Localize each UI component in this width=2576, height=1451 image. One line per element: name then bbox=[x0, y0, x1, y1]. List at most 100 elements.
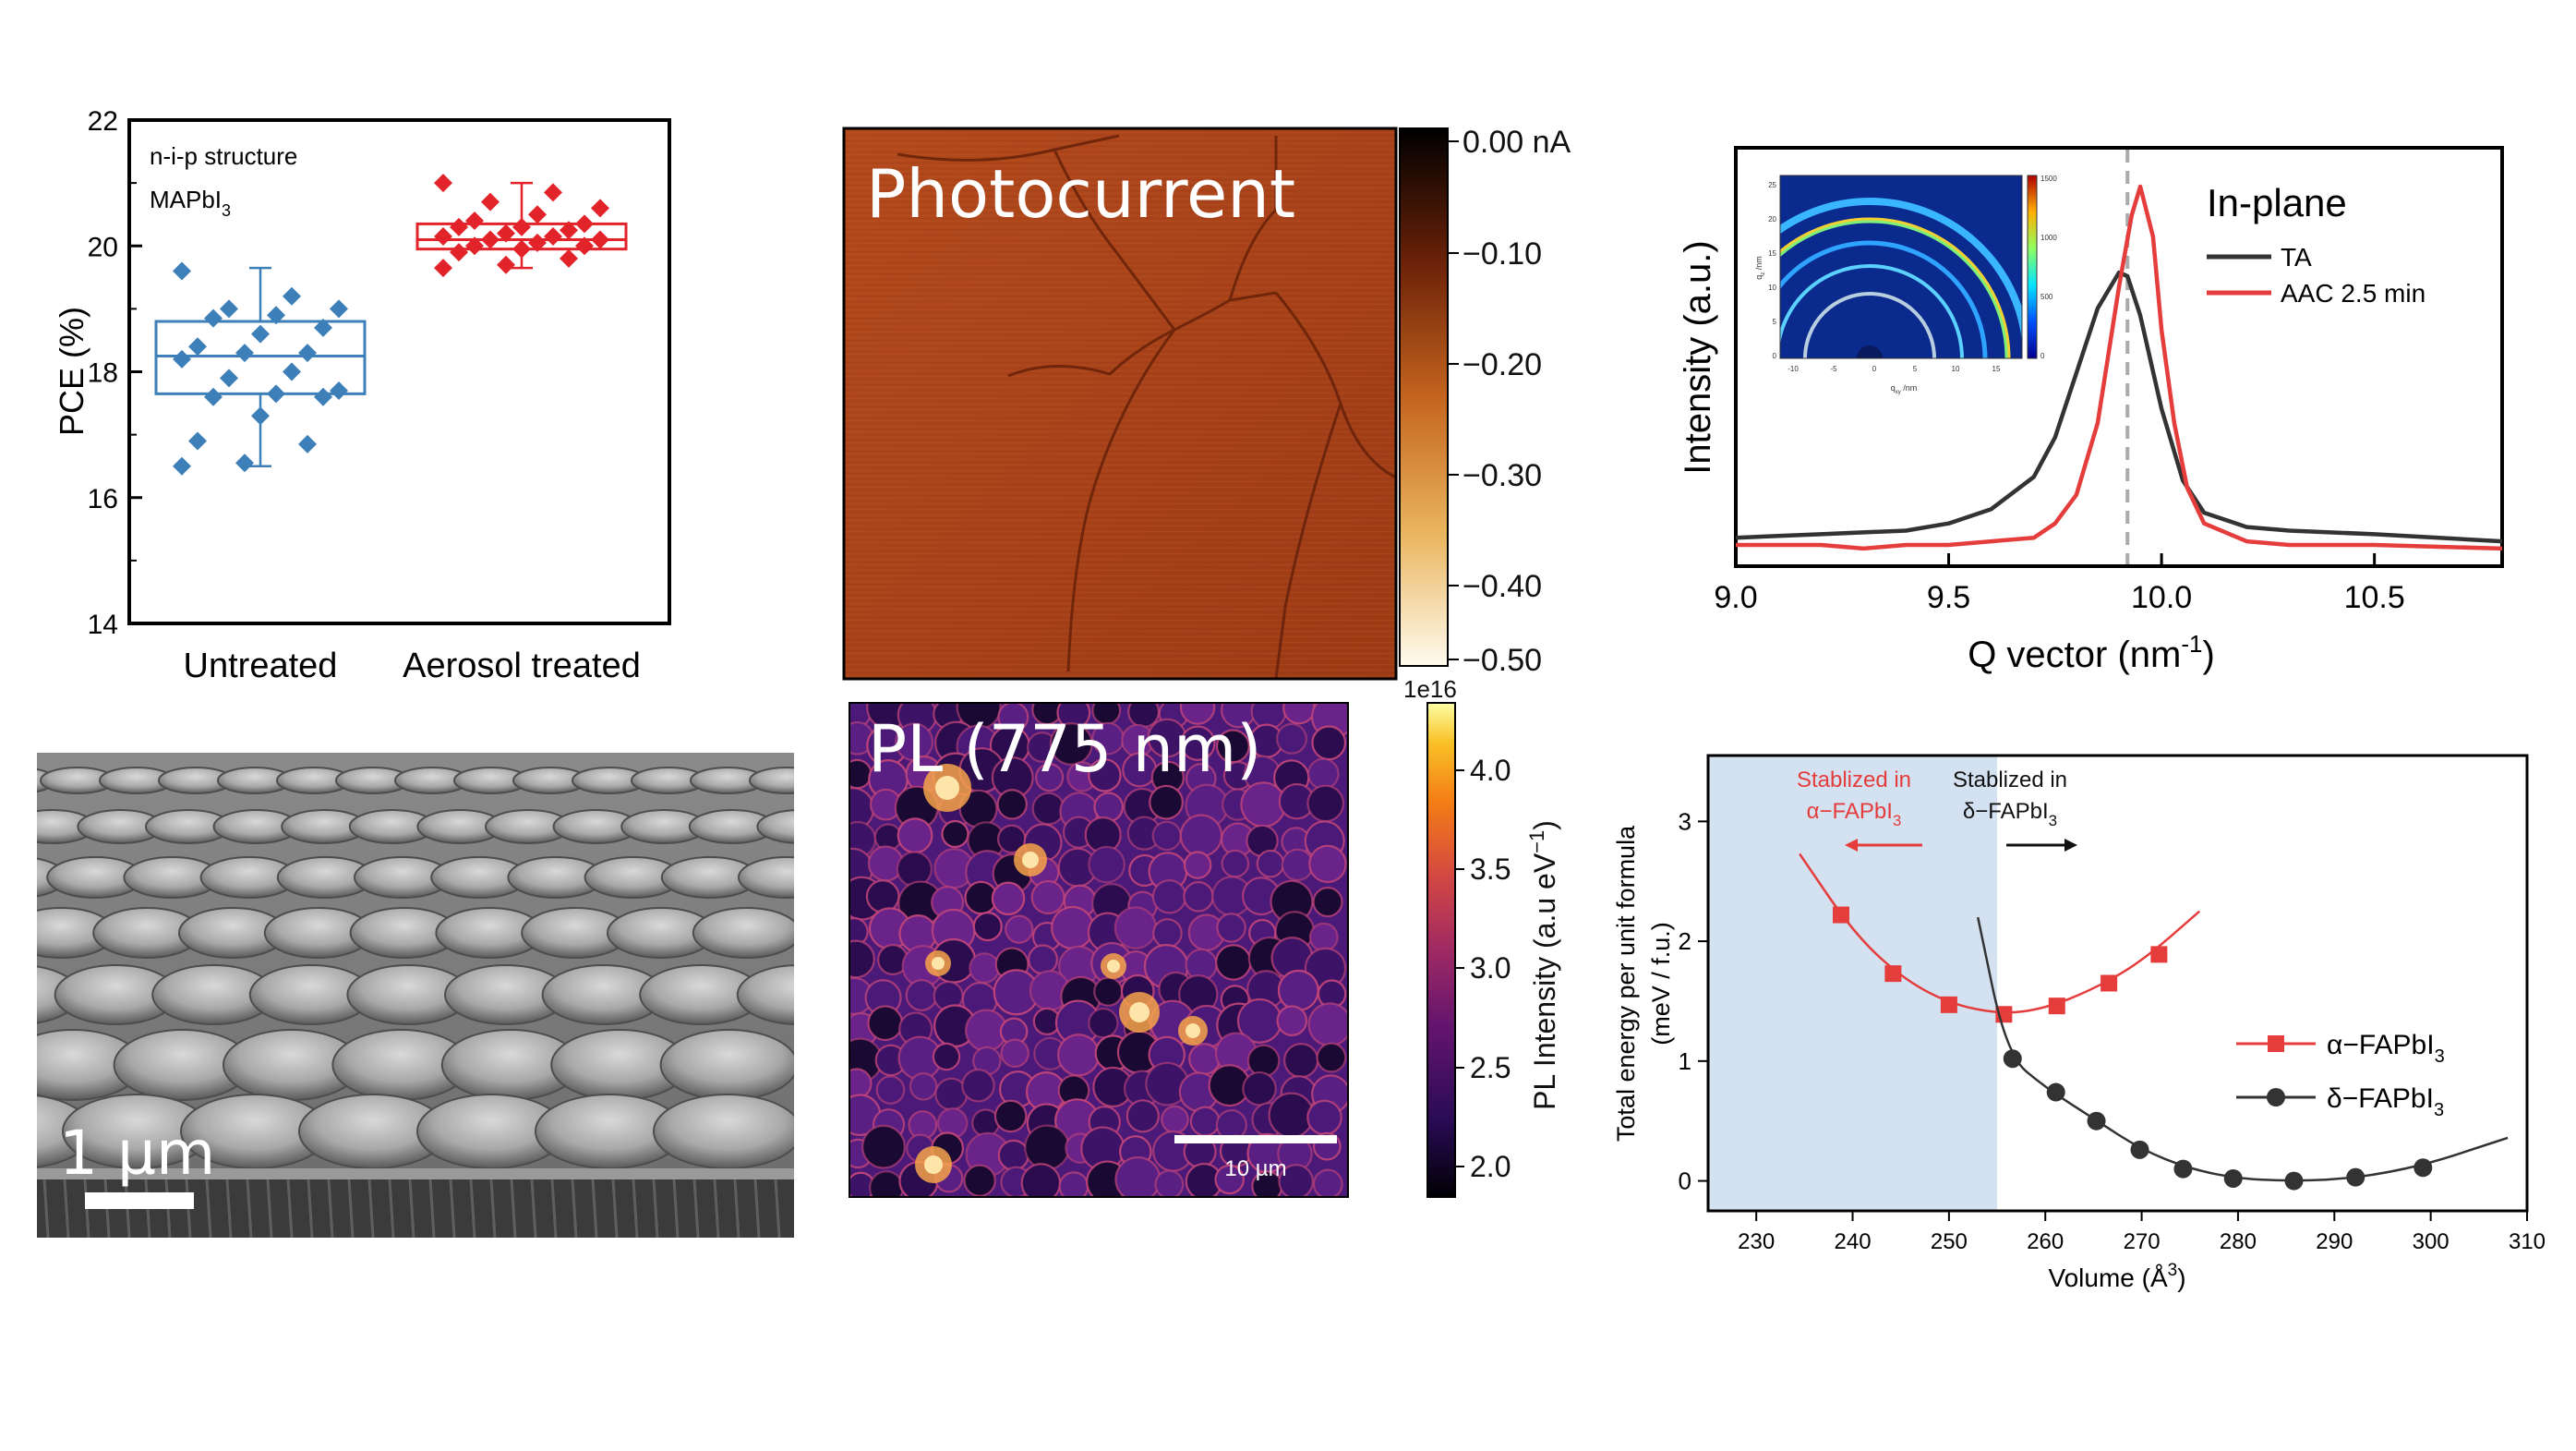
energy-point-alpha bbox=[1884, 965, 1902, 983]
pl-grain bbox=[991, 881, 1026, 916]
energy-point-alpha bbox=[2150, 946, 2168, 963]
energy-xtick-label: 290 bbox=[2316, 1229, 2353, 1254]
energy-point-delta bbox=[2130, 1140, 2149, 1159]
energy-ylabel: (meV / f.u.) bbox=[1647, 922, 1675, 1046]
sem-substrate-line bbox=[347, 1179, 355, 1239]
pl-grain bbox=[1088, 758, 1122, 792]
pce-series-untreated bbox=[154, 261, 367, 476]
pl-colorbar-label-tick: 3.5 bbox=[1470, 852, 1511, 886]
pce-point bbox=[591, 199, 609, 218]
pl-map: 10 µm PL (775 nm) 1e16 4.0 3.5 3.0 2.5 2.0 P… bbox=[849, 675, 1561, 1198]
pce-point bbox=[450, 217, 468, 236]
pl-grain bbox=[932, 1042, 961, 1071]
pl-bright-spot bbox=[1022, 852, 1039, 868]
pce-point bbox=[465, 212, 484, 230]
pce-annotation-structure: n-i-p structure bbox=[150, 142, 297, 170]
xrd-legend-label-aac: AAC 2.5 min bbox=[2281, 279, 2426, 308]
pl-grain bbox=[1028, 944, 1059, 975]
photocurrent-colorbar-label: −0.10 bbox=[1463, 236, 1542, 272]
sem-substrate-line bbox=[246, 1179, 253, 1239]
energy-xtick-label: 270 bbox=[2124, 1229, 2161, 1254]
xrd-inset-ytick-label: 10 bbox=[1768, 284, 1776, 292]
pce-point bbox=[544, 227, 562, 247]
pce-point bbox=[235, 344, 254, 363]
sem-substrate-line bbox=[753, 1179, 761, 1239]
pl-colorbar bbox=[1426, 702, 1456, 1198]
pce-point bbox=[497, 255, 515, 274]
sem-scale-bar bbox=[85, 1192, 194, 1209]
xrd-inset-colorbar bbox=[2027, 175, 2038, 359]
pl-panel: 10 µm PL (775 nm) 1e16 4.0 3.5 3.0 2.5 2.0 P… bbox=[846, 675, 1640, 1242]
xrd-series-line bbox=[1735, 270, 2503, 544]
energy-legend-label-alpha: α−FAPbI3 bbox=[2327, 1030, 2445, 1067]
energy-arrow-right bbox=[2006, 839, 2077, 852]
photocurrent-panel: 0.00 nA −0.10 −0.20 −0.30 −0.40 −0.50 Photocu… bbox=[842, 125, 1581, 681]
pl-grain bbox=[1031, 792, 1065, 826]
energy-legend-label-delta: δ−FAPbI3 bbox=[2327, 1083, 2444, 1120]
sem-substrate-line bbox=[449, 1179, 456, 1239]
pce-point bbox=[497, 224, 515, 243]
pce-point bbox=[298, 344, 317, 363]
sem-substrate-line bbox=[672, 1179, 680, 1239]
xrd-inset-colorbar-label: 500 bbox=[2040, 293, 2053, 301]
pce-point bbox=[575, 236, 594, 256]
pl-grain bbox=[1216, 913, 1246, 943]
pl-bright-spot bbox=[1186, 1023, 1200, 1038]
energy-arrow-left bbox=[1845, 839, 1922, 852]
pl-grain bbox=[1125, 1099, 1160, 1133]
pl-grain bbox=[969, 952, 1001, 985]
pl-grain bbox=[1282, 703, 1316, 725]
sem-substrate-line bbox=[266, 1179, 273, 1239]
pce-point bbox=[434, 174, 452, 193]
energy-annotation-delta: δ−FAPbI3 bbox=[1963, 799, 2057, 829]
pl-grain bbox=[1183, 881, 1214, 913]
pl-grain bbox=[867, 1005, 904, 1042]
photocurrent-colorbar-label: 0.00 nA bbox=[1463, 127, 1571, 160]
sem-scale-label: 1 µm bbox=[59, 1118, 215, 1189]
pl-colorbar-label-tick: 2.5 bbox=[1470, 1051, 1511, 1084]
pl-grain bbox=[1214, 1164, 1245, 1195]
sem-substrate-line bbox=[571, 1179, 578, 1239]
sem-substrate-line bbox=[652, 1179, 659, 1239]
pce-point bbox=[173, 261, 191, 281]
pl-grain bbox=[1308, 844, 1347, 884]
pl-grain bbox=[1188, 1043, 1222, 1076]
pl-grain bbox=[1180, 725, 1216, 761]
pl-grain bbox=[1183, 851, 1212, 879]
energy-shaded-region bbox=[1708, 756, 1998, 1211]
energy-point-delta bbox=[2087, 1111, 2106, 1131]
pl-grain bbox=[1154, 1169, 1185, 1197]
sem-substrate-line bbox=[489, 1179, 497, 1239]
pl-grain bbox=[1268, 1092, 1315, 1139]
pce-point bbox=[204, 308, 223, 328]
pl-grain bbox=[861, 1124, 906, 1169]
energy-point-alpha bbox=[1833, 906, 1850, 924]
xrd-inset-ylabel: qz /nm bbox=[1754, 256, 1766, 280]
pce-point bbox=[512, 217, 531, 236]
pce-point bbox=[314, 318, 332, 337]
pl-colorbar-label: PL Intensity (a.u eV−1) bbox=[1525, 820, 1561, 1110]
pce-category-label: Untreated bbox=[184, 647, 338, 685]
pce-ytick-label: 20 bbox=[88, 232, 118, 262]
sem-substrate-line bbox=[388, 1179, 395, 1239]
pce-point bbox=[512, 239, 531, 259]
photocurrent-colorbar-label: −0.20 bbox=[1463, 347, 1542, 382]
pl-grain bbox=[1312, 1168, 1343, 1197]
pl-grain bbox=[963, 1164, 996, 1197]
energy-xlabel: Volume (Å3) bbox=[2048, 1261, 2185, 1292]
pce-point bbox=[434, 227, 452, 247]
energy-point-delta bbox=[2003, 1049, 2022, 1069]
pce-point bbox=[330, 299, 348, 319]
xrd-xtick-label: 9.5 bbox=[1927, 580, 1970, 615]
pce-point bbox=[330, 381, 348, 400]
pce-point bbox=[204, 387, 223, 406]
pce-series-aerosol bbox=[415, 174, 628, 278]
pl-grain bbox=[909, 1072, 938, 1101]
pce-point bbox=[434, 259, 452, 278]
pce-point bbox=[528, 233, 547, 252]
xrd-legend-title: In-plane bbox=[2207, 181, 2347, 224]
energy-point-delta bbox=[2223, 1168, 2243, 1188]
sem-substrate-line bbox=[42, 1179, 50, 1239]
pce-point bbox=[220, 369, 238, 388]
xrd-xtick-label: 10.0 bbox=[2131, 580, 2192, 615]
